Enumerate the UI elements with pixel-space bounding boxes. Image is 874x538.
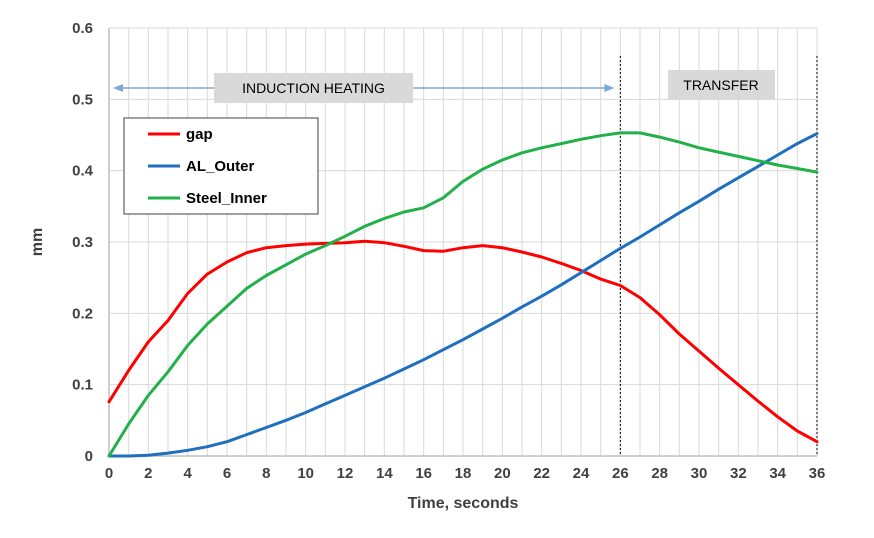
y-tick-label: 0.6 xyxy=(72,20,93,37)
x-tick-label: 10 xyxy=(297,465,314,482)
induction-heating-label-box xyxy=(214,73,413,103)
y-tick-label: 0.3 xyxy=(72,234,93,251)
series-line-gap xyxy=(107,239,819,444)
series-line-al-outer xyxy=(107,132,819,458)
x-tick-label: 20 xyxy=(494,465,511,482)
series-lines xyxy=(107,131,819,458)
x-tick-label: 12 xyxy=(337,465,354,482)
annotations: INDUCTION HEATING TRANSFER xyxy=(113,70,775,103)
arrowhead-left xyxy=(113,84,123,92)
x-tick-label: 6 xyxy=(223,465,231,482)
x-tick-label: 14 xyxy=(376,465,393,482)
x-tick-label: 16 xyxy=(415,465,432,482)
y-tick-label: 0.2 xyxy=(72,305,93,322)
induction-heating-label: INDUCTION HEATING xyxy=(242,80,385,96)
legend: gap AL_Outer Steel_Inner xyxy=(123,117,319,215)
x-tick-label: 24 xyxy=(573,465,590,482)
x-tick-label: 2 xyxy=(144,465,152,482)
legend-label-gap: gap xyxy=(186,126,213,143)
legend-label-steel-inner: Steel_Inner xyxy=(186,190,267,207)
x-tick-label: 30 xyxy=(691,465,708,482)
y-axis-title: mm xyxy=(29,228,46,256)
transfer-label-box xyxy=(668,70,775,100)
x-tick-label: 4 xyxy=(183,465,192,482)
x-tick-label: 8 xyxy=(262,465,270,482)
x-tick-label: 22 xyxy=(533,465,550,482)
x-tick-label: 18 xyxy=(455,465,472,482)
y-tick-label: 0 xyxy=(85,448,93,465)
x-axis-title: Time, seconds xyxy=(408,495,519,512)
transfer-label: TRANSFER xyxy=(683,77,758,93)
y-tick-label: 0.5 xyxy=(72,91,93,108)
x-tick-label: 26 xyxy=(612,465,629,482)
x-tick-label: 34 xyxy=(769,465,786,482)
x-tick-label: 36 xyxy=(809,465,826,482)
legend-label-al-outer: AL_Outer xyxy=(186,158,255,175)
axes: 0 2 4 6 8 10 12 14 16 18 20 22 24 26 28 30 32 34 3600.10.2… xyxy=(72,20,825,482)
y-tick-label: 0.4 xyxy=(72,163,94,180)
arrowhead-right xyxy=(604,84,615,92)
x-tick-label: 28 xyxy=(651,465,668,482)
series-line-steel-inner xyxy=(107,131,819,458)
x-tick-label: 0 xyxy=(105,465,113,482)
x-tick-label: 32 xyxy=(730,465,747,482)
y-tick-label: 0.1 xyxy=(72,377,93,394)
vertical-markers xyxy=(619,56,818,456)
